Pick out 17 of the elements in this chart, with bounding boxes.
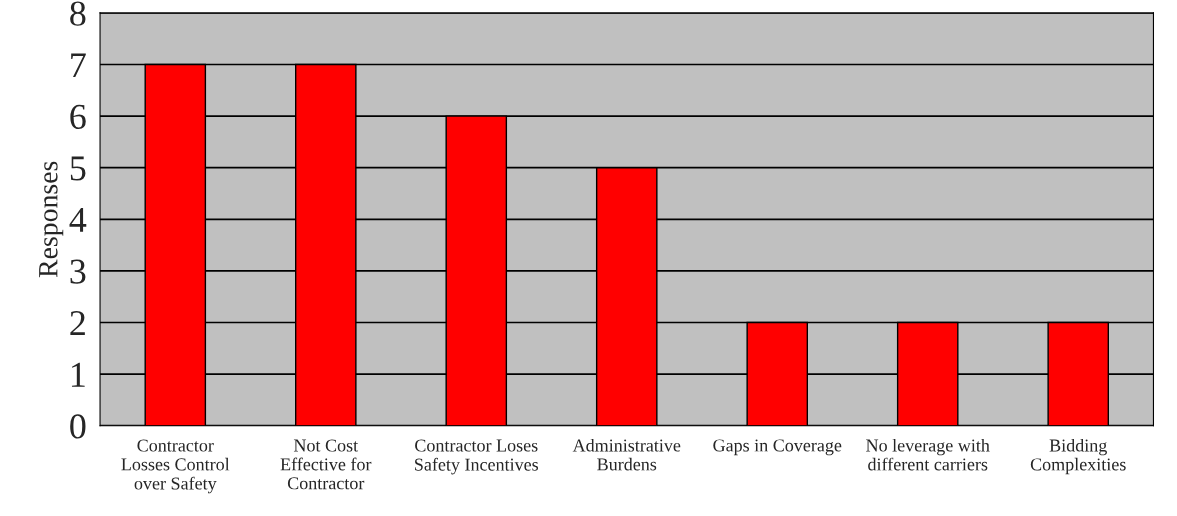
x-tick-label: Gaps in Coverage <box>713 439 842 456</box>
y-axis-title: Responses <box>39 161 64 278</box>
y-tick-label: 4 <box>69 208 87 232</box>
x-tick-label: No leverage with different carriers <box>866 438 990 471</box>
y-tick-label: 0 <box>70 414 86 439</box>
y-tick-label: 2 <box>70 311 85 336</box>
y-tick-label: 3 <box>70 259 86 284</box>
x-tick-label: Administrative Burdens <box>572 438 681 471</box>
y-tick-label: 5 <box>70 156 86 181</box>
y-tick-label: 7 <box>71 53 86 78</box>
x-tick-label: Not Cost Effective for Contractor <box>280 439 372 490</box>
x-tick-label: Contractor Loses Safety Incentives <box>415 439 539 475</box>
y-tick-label: 8 <box>70 1 86 26</box>
y-tick-label: 1 <box>71 362 85 387</box>
x-tick-label: Bidding Complexities <box>1030 438 1126 475</box>
x-tick-label: Contractor Losses Control over Safety <box>121 439 230 494</box>
y-tick-label: 6 <box>70 104 86 129</box>
